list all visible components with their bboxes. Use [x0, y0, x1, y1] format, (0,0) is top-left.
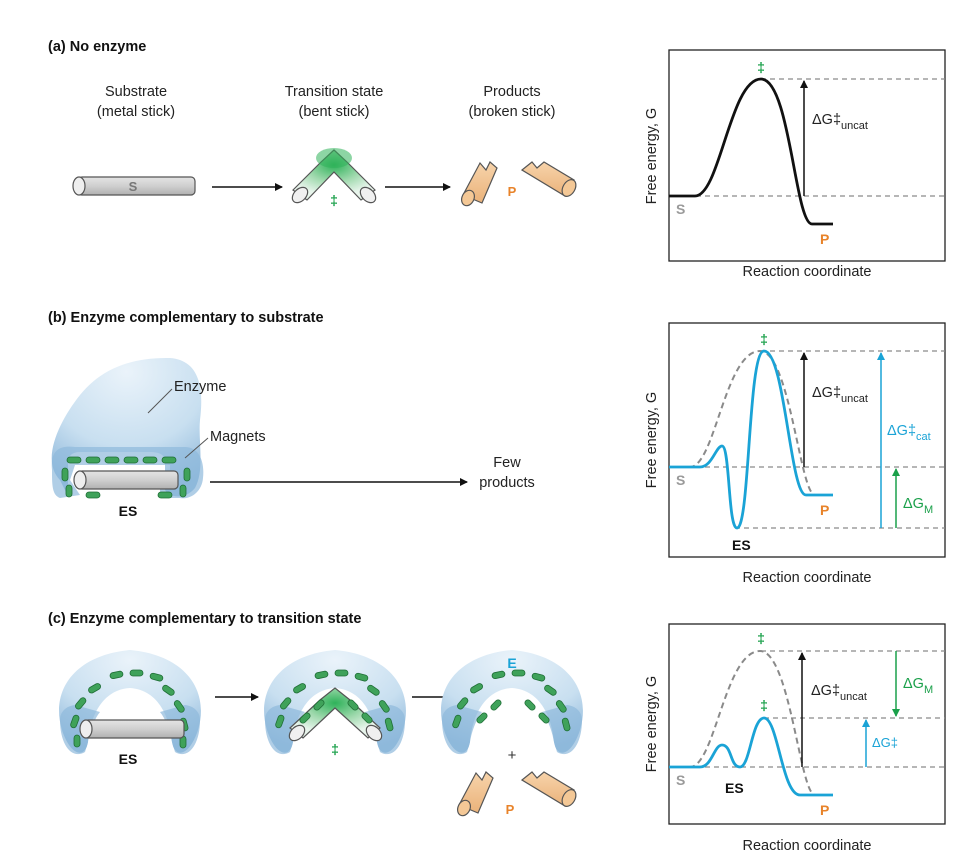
graph-b-p: P — [820, 502, 829, 518]
products-label: Products — [483, 84, 540, 100]
graph-a-uncat-label: ΔG‡uncat — [812, 112, 868, 132]
graph-b-m-label: ΔGM — [903, 496, 933, 516]
graph-b: ‡ ΔG‡uncat ΔG‡cat ΔGM S P ES Free energy… — [644, 322, 946, 586]
graph-a: ‡ ΔG‡uncat S P Free energy, G Reaction c… — [644, 49, 946, 280]
graph-b-dagger: ‡ — [760, 331, 768, 347]
graph-b-cat-label: ΔG‡cat — [887, 423, 931, 443]
es-label-c: ES — [119, 751, 138, 767]
product-letter-c: P — [506, 802, 515, 817]
panel-a: (a) No enzyme Substrate (metal stick) Tr… — [48, 39, 577, 208]
transition-dagger: ‡ — [330, 192, 338, 208]
magnets-leader — [184, 437, 209, 459]
magnets-b — [61, 456, 191, 499]
metal-stick — [72, 176, 196, 196]
graph-a-curve — [669, 77, 833, 226]
graph-a-ylabel: Free energy, G — [644, 108, 660, 204]
bent-stick — [291, 148, 377, 204]
es-label-b: ES — [119, 503, 138, 519]
products-sublabel: (broken stick) — [468, 104, 555, 120]
graph-b-uncat-label: ΔG‡uncat — [812, 385, 868, 405]
graph-c-uncat-label: ΔG‡uncat — [811, 683, 867, 703]
graph-c-ylabel: Free energy, G — [644, 676, 660, 772]
graph-c-uncat-curve — [669, 649, 816, 796]
magnets-c2 — [275, 669, 394, 732]
few-label: Few — [493, 455, 521, 471]
graph-b-es: ES — [732, 537, 751, 553]
transition-sublabel: (bent stick) — [299, 104, 370, 120]
stick-letter: S — [129, 179, 138, 194]
enzyme-label: Enzyme — [174, 379, 226, 395]
panel-c-title: (c) Enzyme complementary to transition s… — [48, 611, 361, 627]
graph-a-s: S — [676, 201, 685, 217]
graph-c-es: ES — [725, 780, 744, 796]
product-letter: P — [508, 184, 517, 199]
graph-a-frame — [668, 49, 946, 262]
dagger-c2: ‡ — [331, 741, 339, 757]
graph-c-dagger-cat: ‡ — [760, 697, 768, 713]
graph-c-frame — [668, 623, 946, 825]
graph-c: ‡ ‡ ΔG‡uncat ΔGM ΔG‡ S P ES Free energy,… — [644, 623, 946, 854]
graph-c-s: S — [676, 772, 685, 788]
graph-c-cat-label: ΔG‡ — [872, 735, 898, 750]
graph-a-xlabel: Reaction coordinate — [743, 264, 872, 280]
graph-c-xlabel: Reaction coordinate — [743, 838, 872, 854]
graph-b-frame — [668, 322, 946, 558]
transition-label: Transition state — [285, 84, 384, 100]
substrate-stick-b — [73, 470, 179, 490]
graph-b-cat-curve — [669, 349, 833, 530]
enzyme-letter: E — [507, 655, 516, 671]
graph-a-p: P — [820, 231, 829, 247]
bent-stick-c2 — [288, 687, 383, 742]
magnets-c3 — [452, 669, 571, 732]
magnets-label: Magnets — [210, 429, 266, 445]
enzyme-c2 — [264, 650, 406, 755]
graph-b-s: S — [676, 472, 685, 488]
substrate-stick-c1 — [79, 719, 185, 739]
graph-c-cat-curve — [669, 716, 833, 797]
plus-sign: + — [508, 747, 517, 764]
broken-stick-c — [456, 771, 577, 817]
panel-b-title: (b) Enzyme complementary to substrate — [48, 310, 324, 326]
substrate-label: Substrate — [105, 84, 167, 100]
panel-c: (c) Enzyme complementary to transition s… — [48, 611, 583, 817]
substrate-sublabel: (metal stick) — [97, 104, 175, 120]
enzyme-c3 — [441, 650, 583, 755]
enzyme-leader — [147, 388, 173, 414]
graph-a-dagger: ‡ — [757, 59, 765, 75]
graph-c-dagger-uncat: ‡ — [757, 630, 765, 646]
graph-b-uncat-curve — [669, 349, 816, 496]
graph-b-ylabel: Free energy, G — [644, 392, 660, 488]
graph-b-xlabel: Reaction coordinate — [743, 570, 872, 586]
products-label-b: products — [479, 475, 535, 491]
broken-stick — [460, 161, 577, 207]
magnets-c1 — [70, 669, 189, 749]
panel-a-title: (a) No enzyme — [48, 39, 146, 55]
graph-c-p: P — [820, 802, 829, 818]
panel-b: (b) Enzyme complementary to substrate En… — [48, 310, 535, 519]
graph-c-m-label: ΔGM — [903, 676, 933, 696]
